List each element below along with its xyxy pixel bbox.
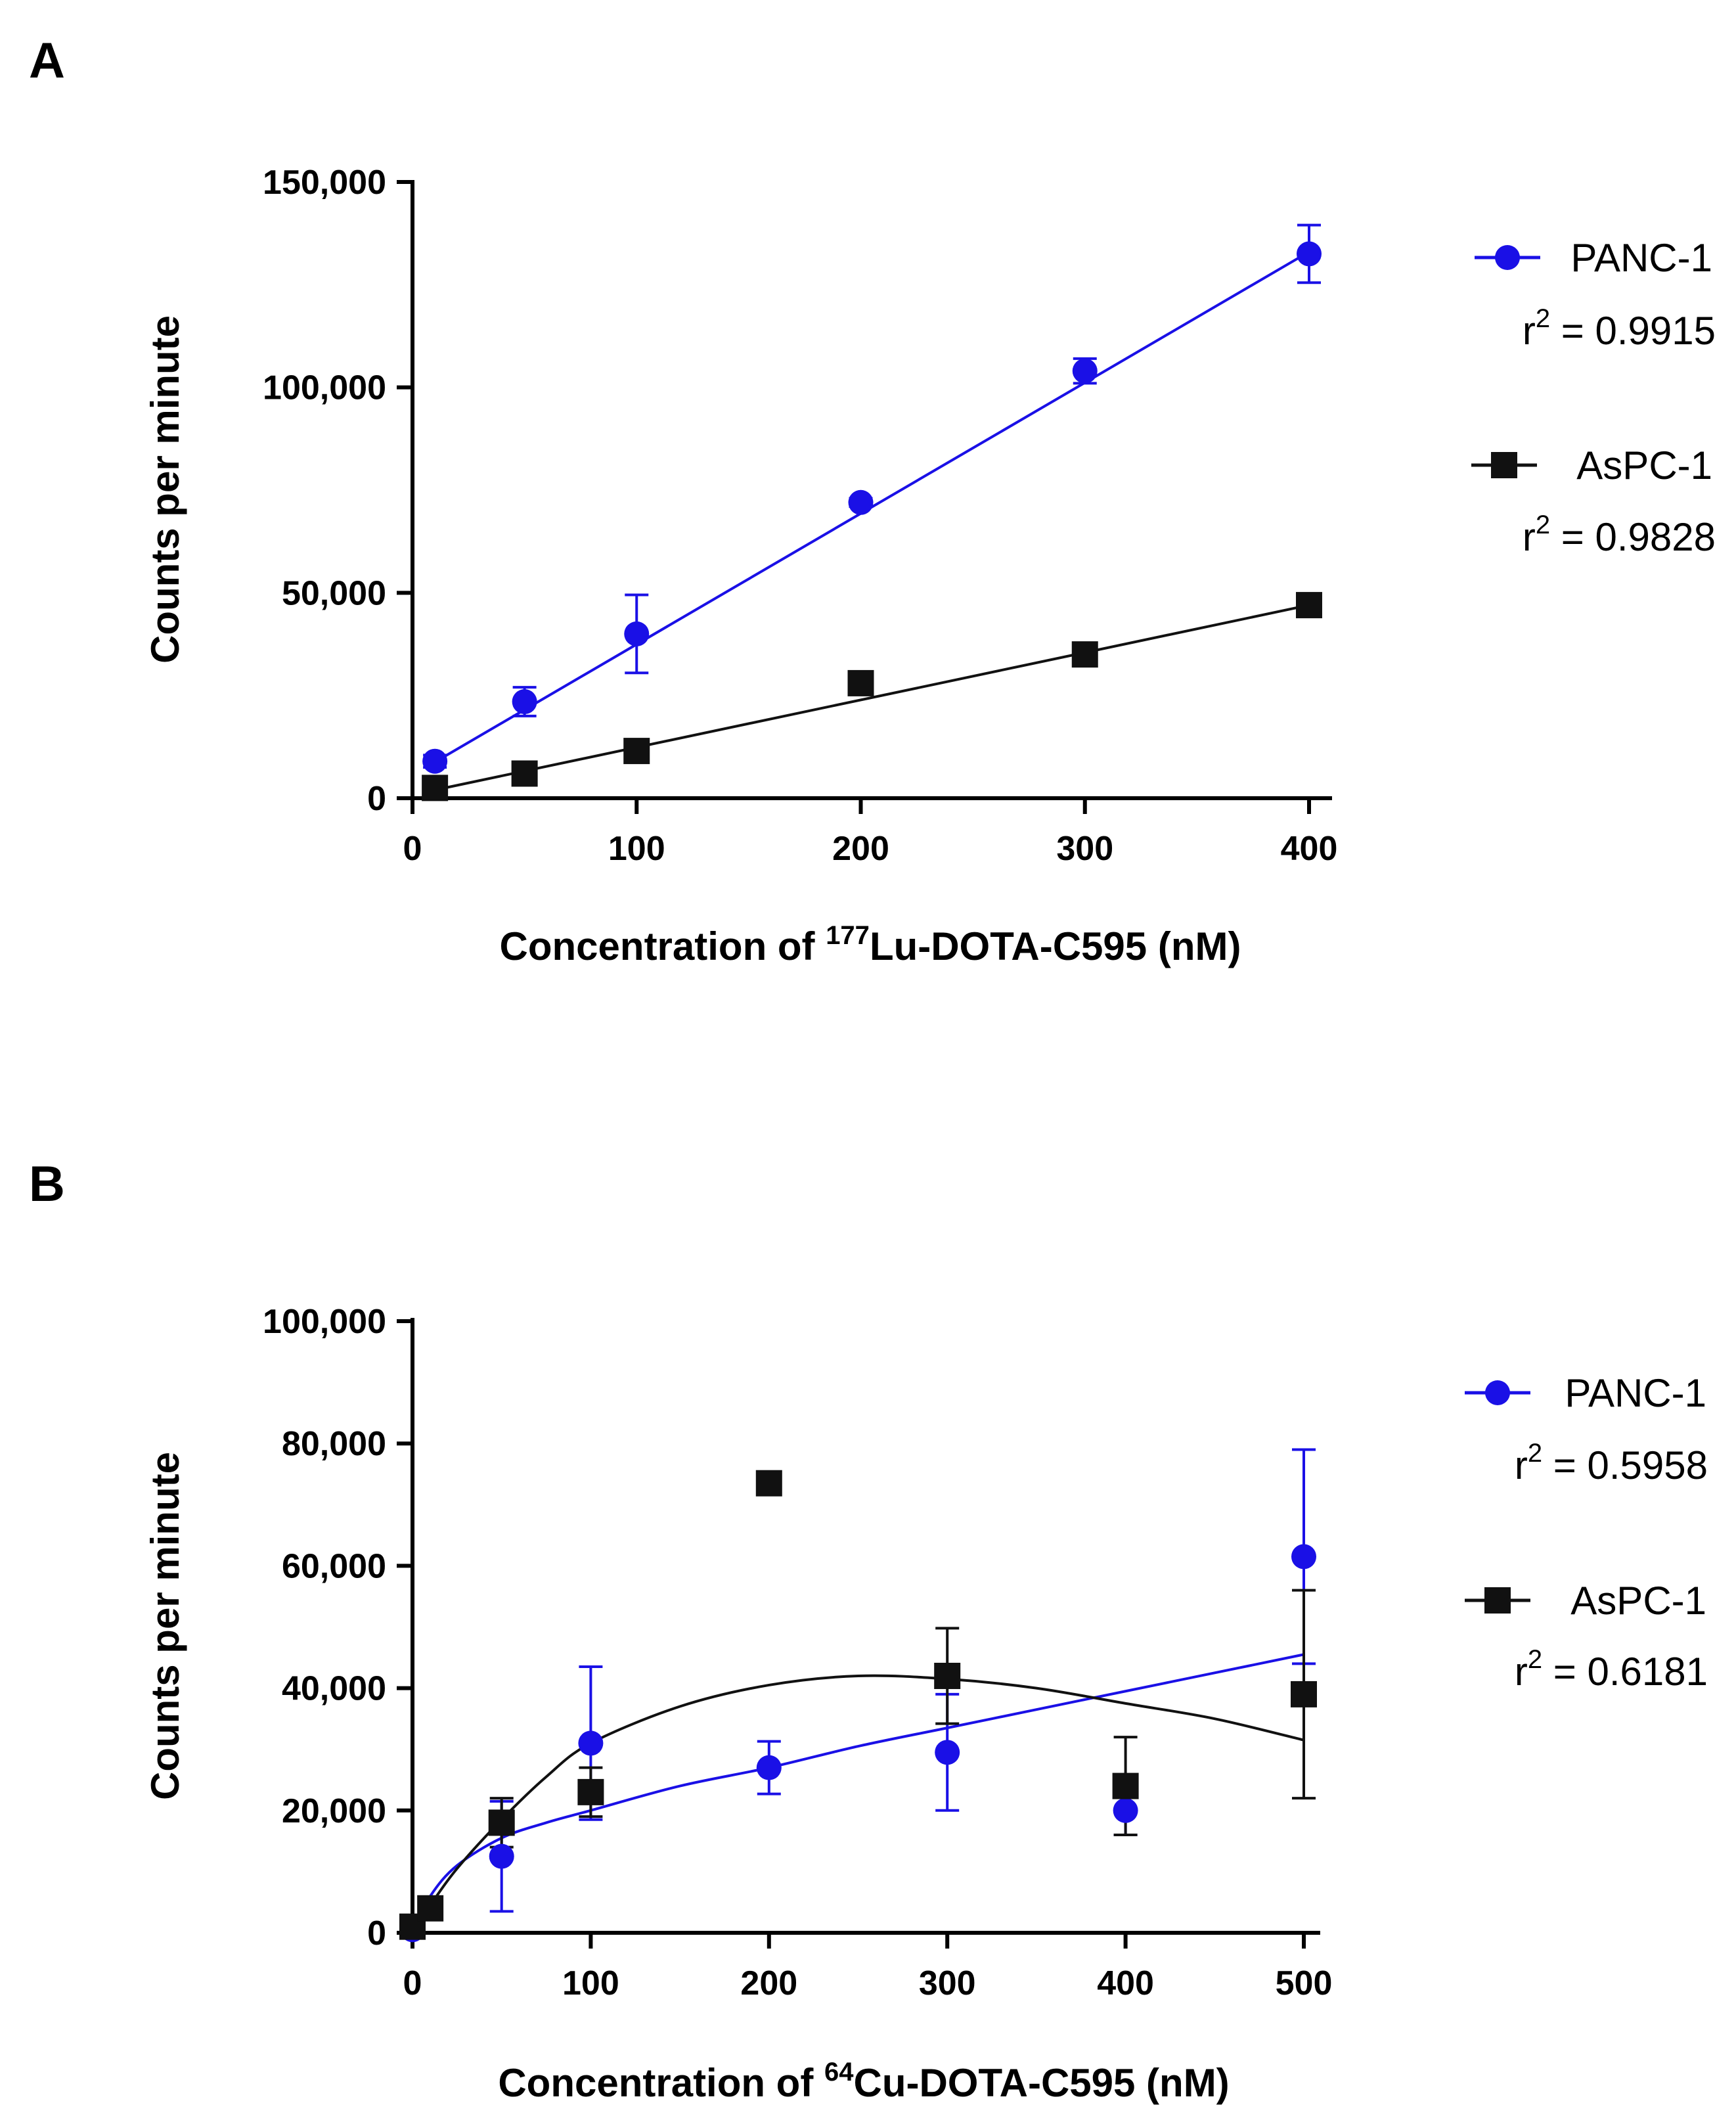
legend-label: PANC-1 (1565, 1371, 1706, 1415)
x-tick-label: 100 (608, 830, 665, 868)
square-marker-icon (1491, 452, 1517, 478)
x-ticks: 0 100 200 300 400 500 (403, 1933, 1333, 2002)
y-ticks: 0 20,000 40,000 60,000 80,000 100,000 (263, 1303, 412, 1953)
data-point-aspc-1 (623, 738, 650, 765)
data-point-panc-1 (1072, 358, 1098, 384)
y-tick-label: 40,000 (282, 1670, 386, 1708)
y-tick-label: 0 (367, 1914, 386, 1953)
legend-r2: r2 = 0.9915 (1523, 304, 1716, 353)
circle-marker-icon (1495, 245, 1520, 270)
x-tick-label: 300 (919, 1964, 976, 2002)
legend-r2: r2 = 0.5958 (1515, 1439, 1708, 1487)
legend-panc1: PANC-1 r2 = 0.5958 (1465, 1371, 1708, 1487)
fit-lines (434, 250, 1310, 792)
panel-b: B 0 20,000 40,000 60,000 80,000 100,000 0 100 2… (29, 1156, 1708, 2105)
legend-label: AsPC-1 (1570, 1579, 1706, 1623)
y-tick-label: 150,000 (263, 164, 386, 202)
data-point-aspc-1 (422, 775, 449, 801)
legend-aspc1: AsPC-1 r2 = 0.9828 (1471, 443, 1716, 559)
legend-aspc1: AsPC-1 r2 = 0.6181 (1465, 1579, 1708, 1694)
data-point-panc-1 (624, 621, 650, 646)
data-points (422, 241, 1322, 801)
y-ticks: 0 50,000 100,000 150,000 (263, 164, 412, 818)
data-point-panc-1 (1291, 1544, 1316, 1569)
legend-label: PANC-1 (1570, 236, 1712, 280)
legend-panc1: PANC-1 r2 = 0.9915 (1475, 236, 1716, 353)
x-tick-label: 0 (403, 830, 422, 868)
y-tick-label: 0 (367, 780, 386, 818)
x-tick-label: 300 (1056, 830, 1113, 868)
error-bars (401, 1448, 1316, 1933)
y-axis-title: Counts per minute (143, 1452, 187, 1800)
fit-line-aspc-1 (434, 604, 1310, 792)
data-point-aspc-1 (1112, 1772, 1139, 1799)
data-point-panc-1 (578, 1730, 604, 1756)
data-point-aspc-1 (511, 760, 538, 787)
data-point-panc-1 (935, 1740, 960, 1765)
circle-marker-icon (1485, 1380, 1510, 1405)
data-point-panc-1 (489, 1843, 514, 1869)
panel-label: A (29, 33, 65, 89)
legend-label: AsPC-1 (1576, 443, 1712, 487)
y-tick-label: 80,000 (282, 1425, 386, 1463)
y-tick-label: 100,000 (263, 1303, 386, 1341)
data-point-aspc-1 (417, 1895, 444, 1922)
legend-r2: r2 = 0.9828 (1523, 510, 1716, 559)
x-axis-title: Concentration of 177Lu-DOTA-C595 (nM) (500, 921, 1241, 968)
y-tick-label: 20,000 (282, 1792, 386, 1830)
x-tick-label: 500 (1276, 1964, 1333, 2002)
x-axis-title: Concentration of 64Cu-DOTA-C595 (nM) (498, 2058, 1229, 2105)
data-point-panc-1 (422, 748, 448, 774)
fit-lines (411, 1653, 1304, 1934)
square-marker-icon (1484, 1587, 1511, 1614)
x-ticks: 0 100 200 300 400 (403, 798, 1338, 868)
data-point-aspc-1 (755, 1470, 782, 1497)
y-tick-label: 100,000 (263, 369, 386, 407)
legend-r2: r2 = 0.6181 (1515, 1645, 1708, 1694)
y-tick-label: 50,000 (282, 574, 386, 612)
x-tick-label: 100 (562, 1964, 619, 2002)
x-tick-label: 200 (740, 1964, 797, 2002)
data-point-panc-1 (1113, 1797, 1138, 1823)
fit-line-aspc-1 (411, 1674, 1304, 1934)
y-axis-title: Counts per minute (143, 315, 187, 664)
data-point-aspc-1 (1296, 592, 1322, 619)
data-point-aspc-1 (847, 669, 874, 696)
data-point-panc-1 (756, 1755, 782, 1780)
fit-line-panc-1 (411, 1653, 1304, 1933)
x-tick-label: 0 (403, 1964, 422, 2002)
x-tick-label: 400 (1097, 1964, 1154, 2002)
data-point-panc-1 (512, 689, 537, 715)
panel-a: A 0 50,000 100,000 150,000 0 100 200 300 400 Co… (29, 33, 1716, 968)
data-point-aspc-1 (488, 1809, 515, 1836)
data-point-aspc-1 (577, 1778, 604, 1805)
data-points (399, 1470, 1317, 1943)
data-point-aspc-1 (1071, 641, 1098, 668)
y-tick-label: 60,000 (282, 1547, 386, 1585)
data-point-panc-1 (1297, 241, 1322, 267)
x-tick-label: 200 (832, 830, 889, 868)
data-point-aspc-1 (1291, 1681, 1317, 1707)
panel-label: B (29, 1156, 65, 1212)
data-point-aspc-1 (934, 1662, 961, 1689)
x-tick-label: 400 (1281, 830, 1338, 868)
data-point-panc-1 (848, 489, 874, 515)
